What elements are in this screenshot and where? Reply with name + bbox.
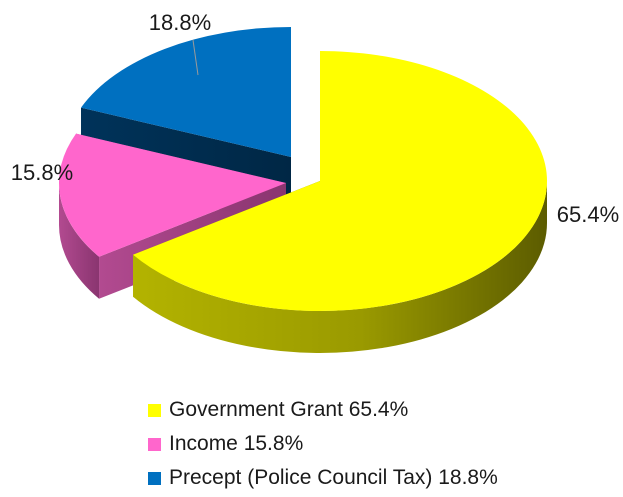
slice-government-grant	[133, 51, 547, 353]
legend-swatch-government-grant	[148, 403, 161, 417]
data-label-government-grant: 65.4%	[557, 202, 619, 227]
legend-swatch-income	[148, 437, 161, 451]
data-label-income: 15.8%	[11, 160, 73, 185]
slice-top-income	[58, 133, 286, 257]
legend-label-precept: Precept (Police Council Tax) 18.8%	[169, 466, 498, 489]
legend-label-income: Income 15.8%	[169, 432, 304, 455]
legend-label-government-grant: Government Grant 65.4%	[169, 398, 409, 421]
legend: Government Grant 65.4% Income 15.8% Prec…	[148, 393, 498, 495]
legend-item-government-grant: Government Grant 65.4%	[148, 393, 498, 427]
slice-top-precept	[81, 27, 291, 157]
legend-swatch-precept	[148, 471, 161, 485]
leader-line-precept	[192, 39, 199, 76]
legend-item-income: Income 15.8%	[148, 427, 498, 461]
slice-top-government-grant	[133, 51, 547, 311]
slice-side-income	[59, 183, 100, 299]
data-label-precept: 18.8%	[149, 10, 211, 35]
legend-item-precept: Precept (Police Council Tax) 18.8%	[148, 461, 498, 495]
slice-side-government-grant	[133, 181, 547, 353]
